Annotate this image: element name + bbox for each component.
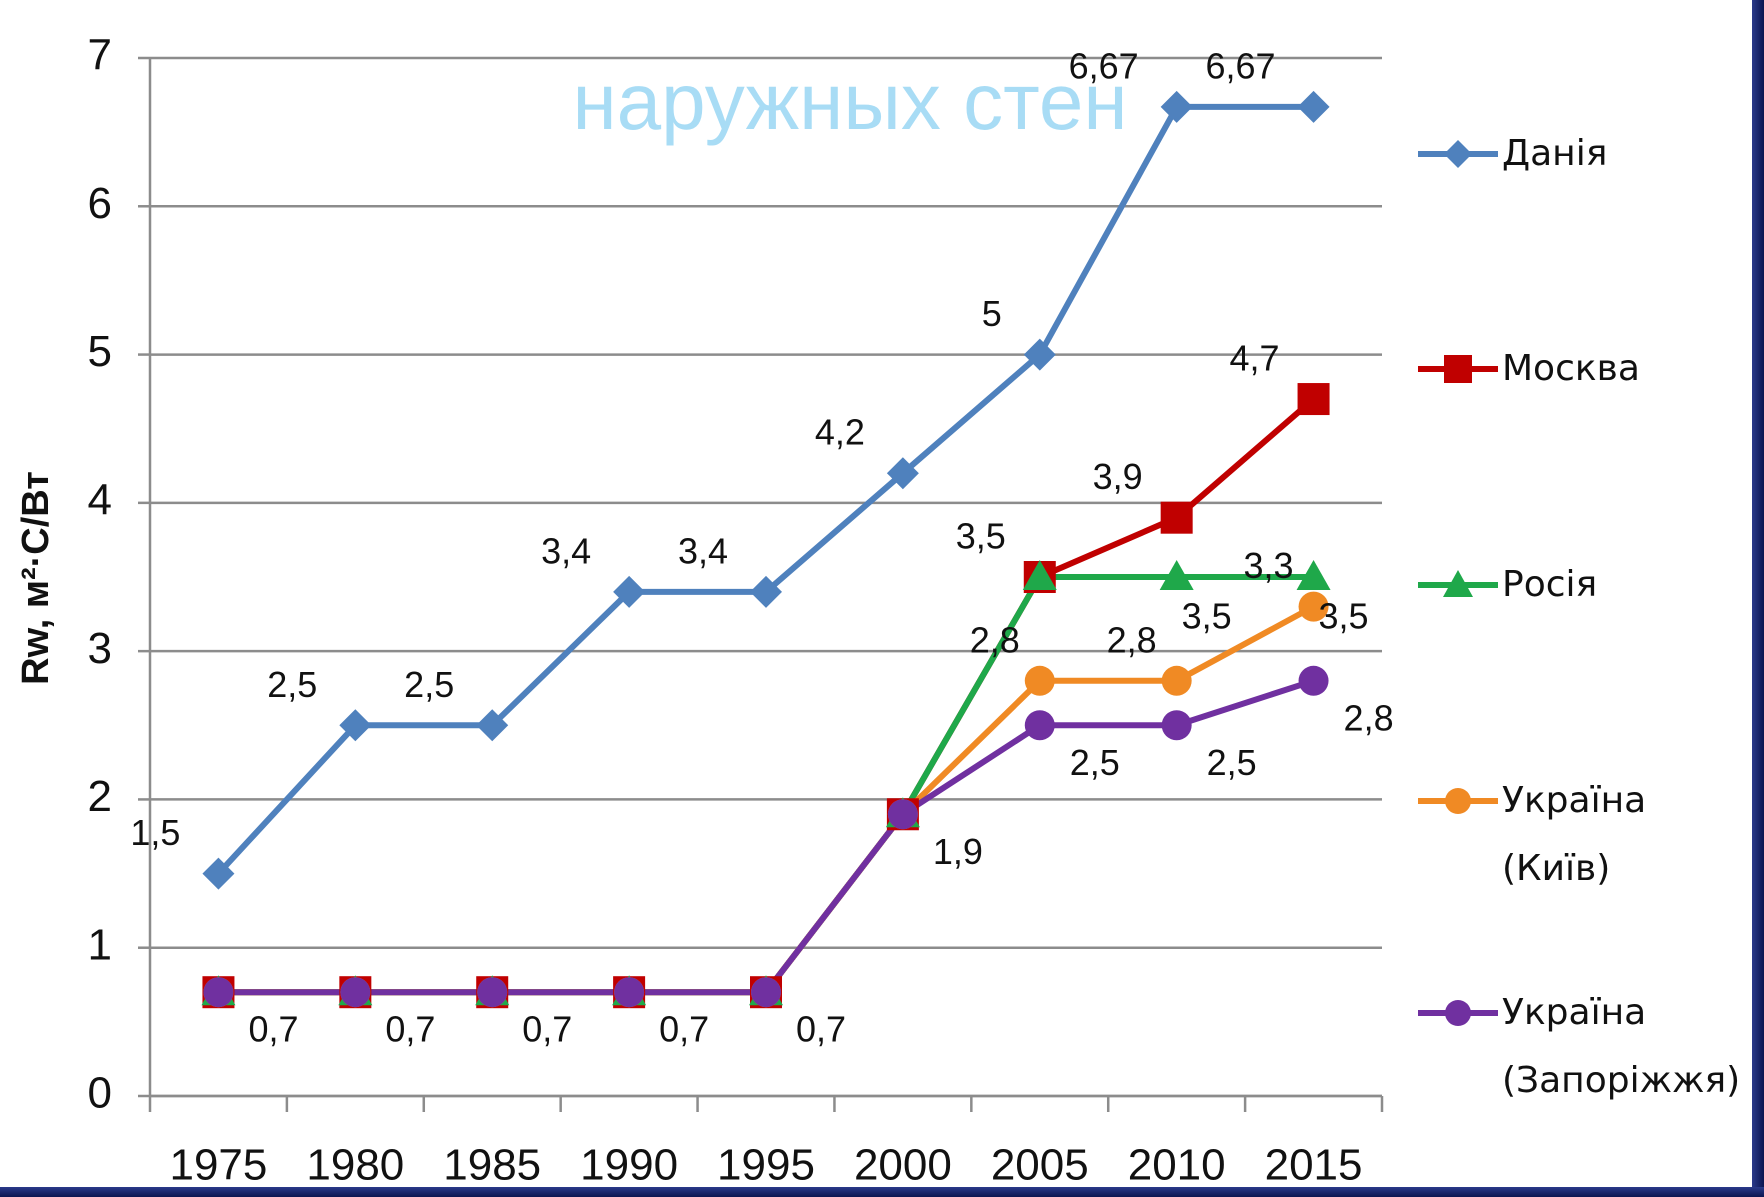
marker [202, 857, 235, 890]
marker [1022, 560, 1057, 590]
data-label: 2,8 [970, 619, 1020, 660]
data-label: 2,5 [404, 664, 454, 705]
marker [1297, 383, 1330, 416]
marker [1160, 90, 1193, 123]
background-edge [0, 1187, 1764, 1197]
marker [1297, 90, 1330, 123]
legend-marker [1444, 355, 1472, 383]
background-edge [1752, 0, 1764, 1197]
legend-label: Данія [1502, 133, 1608, 174]
marker [1159, 560, 1194, 590]
data-label: 0,7 [522, 1009, 572, 1050]
x-tick-label: 1975 [169, 1141, 267, 1190]
data-label: 0,7 [659, 1009, 709, 1050]
legend-key [1418, 788, 1498, 814]
y-tick-label: 3 [88, 624, 112, 673]
y-tick-label: 5 [88, 327, 112, 376]
data-label: 2,5 [1207, 742, 1257, 783]
marker [887, 799, 918, 830]
data-label: 4,2 [815, 412, 865, 453]
legend-marker [1445, 788, 1471, 814]
data-label: 3,5 [1319, 596, 1369, 637]
data-label: 5 [982, 293, 1002, 334]
x-tick-label: 2015 [1265, 1141, 1363, 1190]
x-tick-label: 1980 [306, 1141, 404, 1190]
data-label: 1,5 [130, 812, 180, 853]
x-tick-label: 1985 [443, 1141, 541, 1190]
data-label: 3,3 [1244, 545, 1294, 586]
data-label: 4,7 [1230, 338, 1280, 379]
y-tick-label: 1 [88, 920, 112, 969]
x-tick-label: 2000 [854, 1141, 952, 1190]
data-label: 3,4 [541, 530, 591, 571]
data-label: 2,5 [267, 664, 317, 705]
data-label: 0,7 [385, 1009, 435, 1050]
legend-marker [1444, 140, 1472, 168]
marker [751, 977, 781, 1008]
marker [1161, 665, 1192, 696]
marker [340, 977, 371, 1008]
data-label: 3,9 [1093, 456, 1143, 497]
marker [476, 709, 509, 742]
data-label: 3,5 [1182, 596, 1232, 637]
x-tick-label: 2010 [1128, 1141, 1226, 1190]
legend-label: Москва [1502, 348, 1640, 389]
legend-key [1418, 140, 1498, 168]
legend-label: Україна (Київ) [1502, 780, 1647, 890]
data-label: 2,8 [1344, 697, 1394, 738]
marker [614, 977, 645, 1008]
marker [1296, 560, 1331, 590]
marker [1023, 338, 1056, 371]
data-label: 2,5 [1070, 742, 1120, 783]
y-tick-label: 6 [88, 179, 112, 228]
y-tick-label: 2 [88, 772, 112, 821]
y-axis-label: Rw, м²·С/Вт [15, 471, 57, 685]
marker [477, 977, 508, 1008]
marker [886, 457, 919, 490]
x-tick-label: 1990 [580, 1141, 678, 1190]
series-line [216, 103, 1314, 876]
marker [203, 977, 234, 1008]
marker [613, 575, 646, 608]
overlay-title: наружных стен [573, 57, 1128, 146]
data-label: 0,7 [248, 1009, 298, 1050]
series-line [218, 396, 1316, 996]
legend-marker [1445, 1000, 1471, 1026]
marker [1298, 665, 1329, 696]
data-label: 6,67 [1205, 45, 1275, 86]
marker [1161, 710, 1192, 741]
data-label: 3,4 [678, 530, 728, 571]
y-tick-label: 0 [88, 1069, 112, 1118]
legend-marker [1443, 570, 1473, 597]
x-tick-label: 1995 [717, 1141, 815, 1190]
data-label: 3,5 [956, 516, 1006, 557]
legend-key [1418, 1000, 1498, 1026]
data-label: 1,9 [933, 831, 983, 872]
data-label: 2,8 [1107, 619, 1157, 660]
y-tick-label: 7 [88, 31, 112, 80]
legend-key [1418, 355, 1498, 383]
marker [750, 575, 782, 608]
marker [1024, 710, 1055, 741]
x-tick-label: 2005 [991, 1141, 1089, 1190]
marker [1024, 665, 1055, 696]
marker [1160, 501, 1193, 534]
marker [1298, 591, 1329, 622]
marker [339, 709, 372, 742]
legend-label: Росія [1502, 564, 1598, 605]
data-label: 0,7 [796, 1009, 846, 1050]
data-label: 6,67 [1069, 45, 1139, 86]
y-tick-label: 4 [88, 475, 112, 524]
legend-label: Україна (Запоріжжя) [1502, 992, 1741, 1102]
legend-key [1418, 570, 1498, 597]
